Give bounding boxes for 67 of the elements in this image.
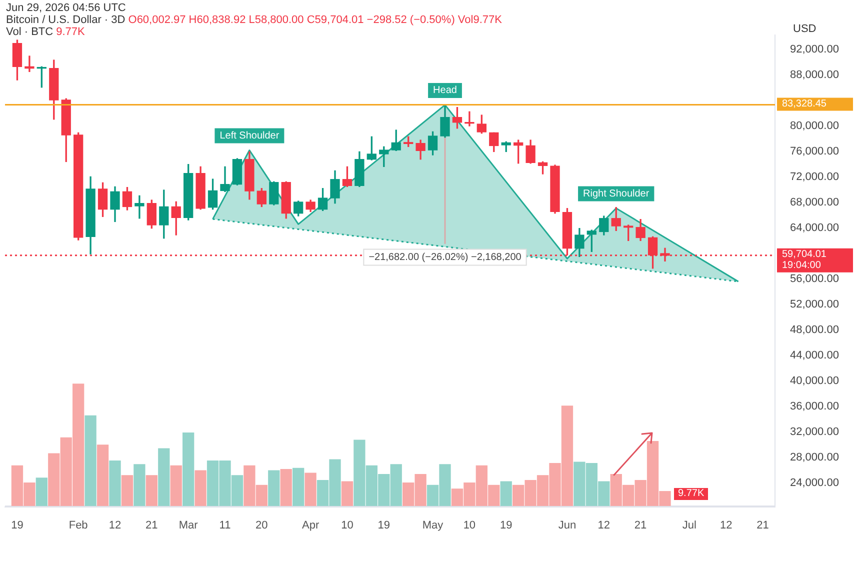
bar: [500, 481, 512, 506]
x-tick-label: Apr: [302, 520, 320, 532]
y-tick-label: 48,000.00: [790, 324, 839, 336]
y-tick-label: 88,000.00: [790, 69, 839, 82]
bar: [194, 470, 206, 506]
bar: [280, 469, 292, 506]
bar: [121, 475, 134, 506]
y-tick-label: 64,000.00: [790, 222, 839, 234]
annotation: −21,682.00 (−26.02%) −2,168,200: [368, 252, 522, 264]
x-tick-label: 21: [756, 520, 769, 532]
x-tick-label: 20: [256, 520, 268, 532]
x-tick-label: Mar: [178, 520, 198, 532]
x-tick-label: 12: [598, 520, 610, 532]
x-tick-label: 12: [108, 520, 122, 532]
y-tick-label: 36,000.00: [790, 400, 839, 413]
bar: [36, 478, 48, 506]
y-tick-label: 68,000.00: [790, 196, 839, 209]
y-tick-label: 28,000.00: [790, 452, 839, 464]
candlestick: [464, 111, 474, 126]
y-tick-label: 32,000.00: [790, 426, 839, 438]
y-tick-label: 80,000.00: [790, 120, 839, 132]
x-tick-label: 19: [11, 520, 24, 532]
text: 9.77K: [674, 488, 708, 500]
ref-line-label: 59,704.01 19:04:00: [782, 249, 827, 272]
x-tick-label: Feb: [68, 520, 88, 532]
candlestick: [134, 195, 144, 219]
ref-line-label: 83,328.45: [782, 98, 827, 110]
bar: [158, 448, 170, 506]
bar: [146, 475, 158, 506]
x-tick-label: May: [422, 520, 444, 532]
annotation: Right Shoulder: [583, 188, 650, 200]
x-tick-label: Jun: [558, 520, 576, 532]
text: 9.77K: [56, 26, 85, 38]
x-tick-label: 19: [500, 520, 512, 532]
chart-title: Bitcoin / U.S. Dollar · 3D: [6, 14, 126, 26]
bar: [292, 468, 304, 506]
bar: [109, 460, 121, 506]
y-tick-label: 56,000.00: [790, 273, 839, 286]
text: Jun 29, 2026 04:56 UTC: [6, 2, 126, 14]
annotation: Left Shoulder: [220, 130, 280, 142]
x-tick-label: 11: [219, 520, 231, 532]
x-tick-label: 21: [146, 520, 158, 532]
x-tick-label: 21: [634, 520, 647, 532]
y-tick-label: 72,000.00: [790, 171, 839, 184]
x-tick-label: Jul: [682, 520, 696, 532]
bar: [182, 432, 194, 506]
bar: [304, 472, 316, 506]
x-tick-label: 19: [378, 520, 390, 532]
y-tick-label: 52,000.00: [790, 298, 839, 311]
y-tick-label: 92,000.00: [790, 44, 839, 56]
bar: [268, 470, 280, 506]
y-tick-label: 76,000.00: [790, 146, 839, 158]
x-tick-label: 12: [720, 520, 732, 532]
x-tick-label: 10: [341, 520, 354, 532]
bar: [341, 481, 354, 506]
x-tick-label: 10: [463, 520, 476, 532]
bar: [134, 464, 146, 506]
chart-title: Vol · BTC: [6, 26, 54, 38]
y-axis-title: USD: [793, 23, 816, 36]
chart-subtitle: O60,002.97 H60,838.92 L58,800.00 C59,704.01 −298.52 (−0.50%) Vol9.77K: [127, 14, 502, 26]
y-tick-label: 40,000.00: [790, 375, 839, 388]
y-tick-label: 24,000.00: [790, 477, 839, 490]
bar: [170, 465, 182, 506]
y-tick-label: 44,000.00: [790, 350, 839, 362]
bar: [84, 415, 96, 506]
annotation: Head: [433, 85, 457, 96]
bar: [96, 444, 109, 506]
